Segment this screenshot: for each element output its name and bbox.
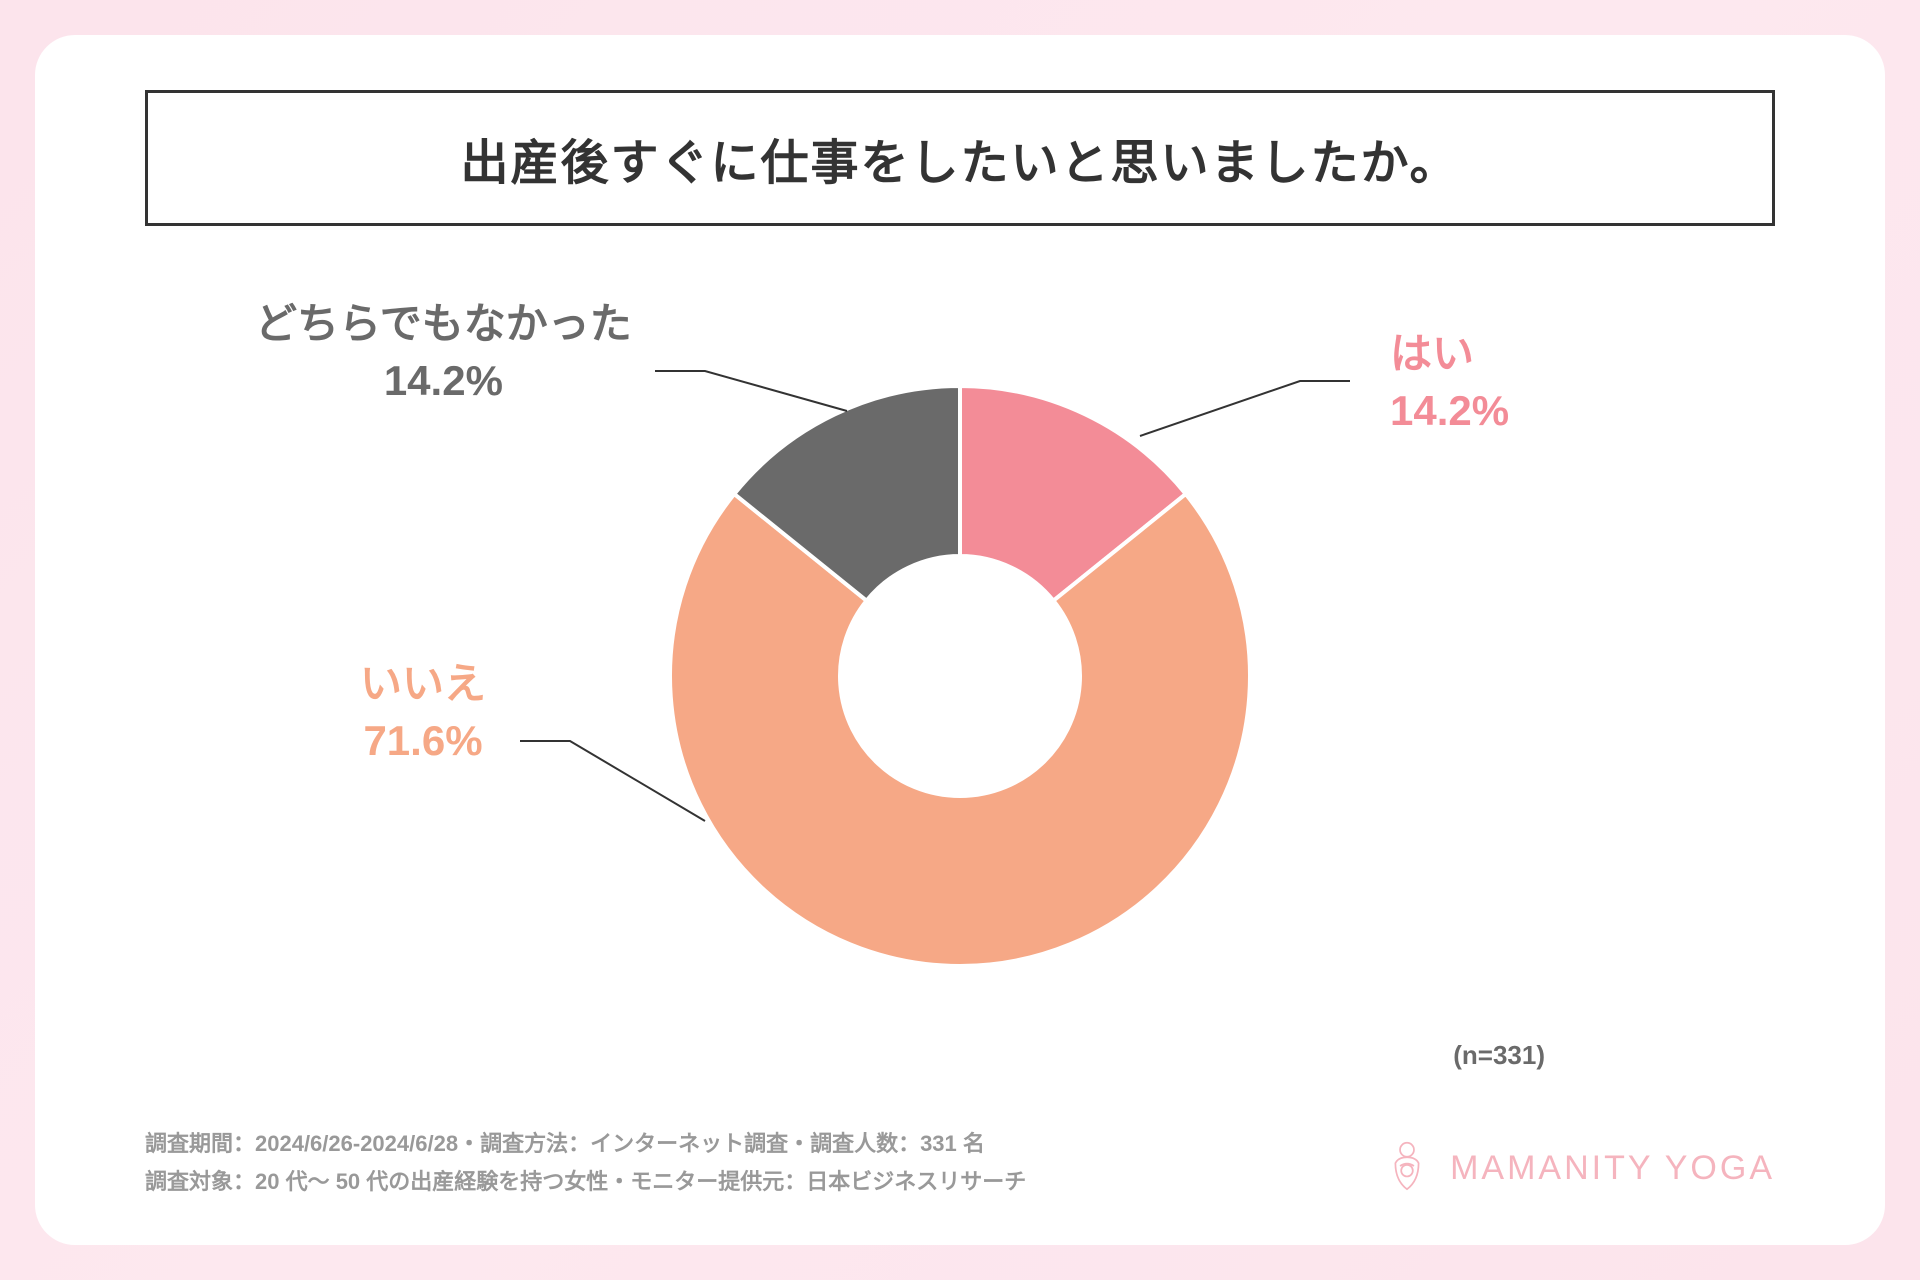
- slice-label-text: はい: [1390, 326, 1509, 383]
- leader-line-2: [655, 371, 847, 411]
- title-box: 出産後すぐに仕事をしたいと思いましたか。: [145, 90, 1775, 226]
- sample-size: (n=331): [1453, 1040, 1545, 1071]
- leader-line-1: [520, 741, 705, 821]
- chart-title: 出産後すぐに仕事をしたいと思いましたか。: [188, 123, 1732, 193]
- chart-area: はい14.2%いいえ71.6%どちらでもなかった14.2% (n=331): [145, 286, 1775, 1066]
- slice-label-0: はい14.2%: [1390, 326, 1509, 439]
- slice-label-percent: 71.6%: [360, 713, 486, 770]
- donut-slice-1: [670, 494, 1250, 966]
- brand-name: MAMANITY YOGA: [1450, 1149, 1775, 1188]
- slice-label-text: いいえ: [360, 656, 486, 713]
- footer: 調査期間：2024/6/26-2024/6/28・調査方法：インターネット調査・…: [145, 1125, 1775, 1200]
- slice-label-percent: 14.2%: [1390, 383, 1509, 440]
- infographic-panel: 出産後すぐに仕事をしたいと思いましたか。 はい14.2%いいえ71.6%どちらで…: [35, 35, 1885, 1245]
- brand-logo: MAMANITY YOGA: [1378, 1137, 1775, 1200]
- slice-label-1: いいえ71.6%: [360, 656, 486, 769]
- slice-label-2: どちらでもなかった14.2%: [255, 296, 632, 409]
- mother-yoga-icon: [1378, 1137, 1436, 1200]
- slice-label-text: どちらでもなかった: [255, 296, 632, 353]
- leader-line-0: [1140, 381, 1350, 436]
- slice-label-percent: 14.2%: [255, 353, 632, 410]
